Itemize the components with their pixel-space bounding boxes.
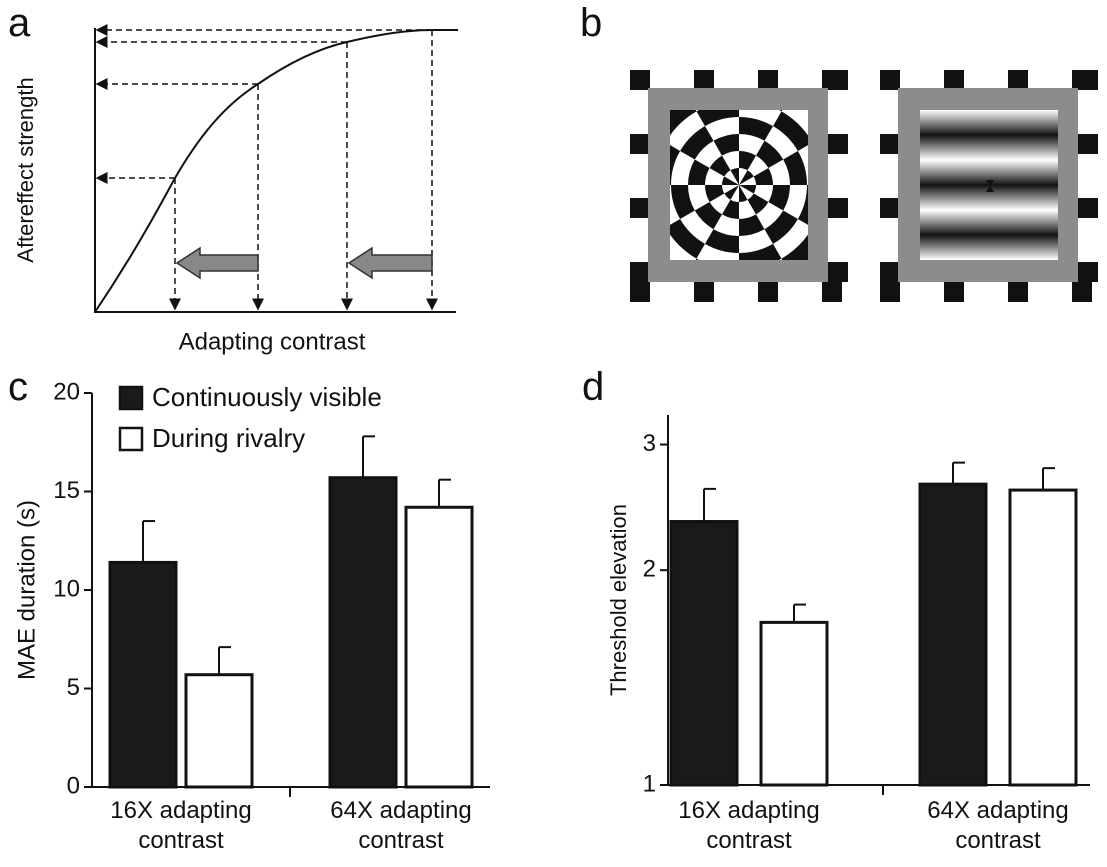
panel-label: b (580, 1, 602, 45)
y-axis-label: MAE duration (s) (13, 500, 40, 680)
checker (822, 70, 842, 88)
bar (669, 520, 739, 787)
checker (828, 134, 848, 154)
radial-segment (739, 185, 756, 194)
radial-segment (687, 159, 710, 185)
radial-segment (781, 234, 808, 260)
legend-label: During rivalry (152, 423, 305, 453)
bar (108, 560, 178, 789)
checker (630, 262, 648, 282)
radial-segment (709, 155, 731, 177)
checker (1008, 70, 1028, 88)
checker (1078, 262, 1098, 282)
checker (1072, 70, 1092, 88)
panel-label: c (8, 365, 28, 409)
checker (1072, 282, 1092, 302)
radial-segment (670, 110, 697, 136)
radial-segment (695, 258, 700, 260)
checker (944, 70, 964, 88)
checker (880, 262, 898, 282)
checker (828, 262, 848, 282)
x-axis-label: Adapting contrast (179, 328, 366, 355)
radial-segment (778, 110, 783, 112)
checker (822, 282, 842, 302)
radial-segment (671, 185, 695, 219)
stimuli (630, 70, 1098, 302)
radial-segment (739, 185, 748, 202)
y-tick-label: 2 (643, 556, 656, 583)
radial-segment (773, 111, 808, 151)
x-tick-label: 64X adapting contrast (927, 797, 1069, 854)
bar (918, 482, 988, 787)
radial-segment (680, 126, 714, 160)
checker (880, 70, 898, 90)
radial-segment (724, 185, 739, 200)
radial-segment (705, 229, 739, 253)
checker (630, 134, 648, 154)
x-tick-label: 16X adapting contrast (678, 797, 820, 854)
checker (694, 282, 714, 302)
y-tick-label: 15 (53, 477, 80, 504)
y-axis-label: Threshold elevation (606, 504, 631, 696)
checker (1078, 198, 1098, 218)
x-tick-label: 16X adapting contrast (110, 797, 252, 854)
bar (759, 620, 829, 787)
radial-segment (768, 185, 791, 211)
radial-segment (722, 176, 739, 185)
checker (828, 198, 848, 218)
checker (630, 70, 648, 90)
radial-segment (705, 185, 725, 202)
bar (328, 476, 398, 789)
radial-segment (739, 243, 782, 260)
checker (758, 282, 778, 302)
schematic (94, 24, 458, 313)
radial-segment (747, 193, 769, 215)
checker (1078, 134, 1098, 154)
checker (880, 198, 898, 218)
panel-label: d (582, 365, 604, 409)
radial-segment (670, 145, 681, 185)
y-tick-label: 1 (643, 770, 656, 797)
y-axis-label: Aftereffect strength (13, 77, 38, 262)
radial-segment (739, 151, 756, 171)
checker (880, 134, 898, 154)
y-tick-label: 5 (67, 674, 80, 701)
radial-segment (713, 133, 739, 156)
checker (758, 70, 778, 88)
bar (184, 673, 254, 789)
radial-segment (739, 214, 765, 237)
radial-segment (739, 170, 754, 185)
radial-segment (694, 202, 722, 230)
legend-swatch (118, 385, 144, 411)
radial-segment (670, 219, 705, 259)
x-tick-label: 64X adapting contrast (330, 797, 472, 854)
checker (880, 282, 900, 302)
legend-label: Continuously visible (152, 382, 382, 412)
radial-segment (730, 168, 739, 185)
checker (1008, 282, 1028, 302)
radial-segment (797, 185, 808, 225)
legend-swatch (118, 426, 144, 452)
bar (1008, 488, 1078, 787)
checker (694, 70, 714, 88)
radial-segment (764, 210, 798, 244)
bar (404, 505, 474, 789)
y-tick-label: 3 (643, 430, 656, 457)
radial-segment (722, 199, 739, 219)
y-tick-label: 10 (53, 575, 80, 602)
radial-segment (739, 116, 773, 141)
radial-segment (696, 110, 739, 127)
radial-segment (783, 151, 807, 185)
checker (630, 282, 650, 302)
radial-segment (756, 140, 784, 168)
y-tick-label: 20 (53, 378, 80, 405)
panel-label: a (8, 1, 31, 45)
y-tick-label: 0 (67, 772, 80, 799)
radial-segment (753, 168, 773, 185)
checker (630, 198, 648, 218)
checker (944, 282, 964, 302)
